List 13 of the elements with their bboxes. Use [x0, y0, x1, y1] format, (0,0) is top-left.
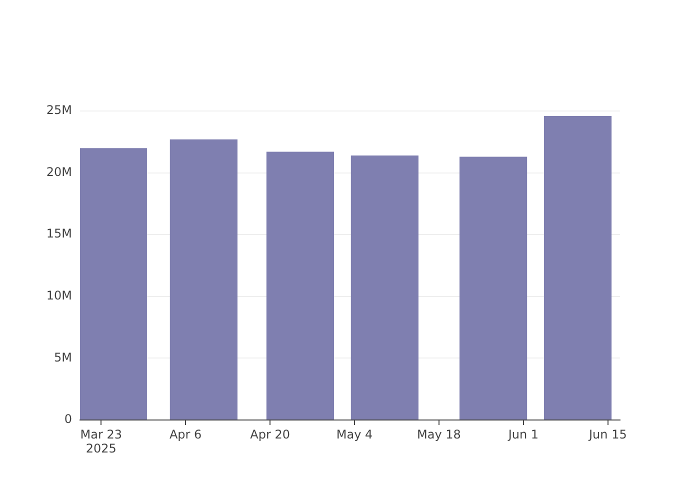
y-tick-label: 20M: [46, 164, 72, 179]
y-tick-label: 15M: [46, 226, 72, 241]
y-tick-label: 10M: [46, 288, 72, 303]
x-tick-label: Jun 15: [588, 427, 627, 442]
x-tick-label: Mar 23 2025: [80, 427, 122, 456]
x-tick-label: Apr 20: [250, 427, 290, 442]
y-tick-label: 5M: [54, 350, 72, 364]
x-tick-label: Apr 6: [169, 427, 202, 442]
y-tick-label: 25M: [46, 103, 72, 118]
x-tick-label: May 18: [417, 427, 461, 442]
x-tick-label: Jun 1: [507, 427, 539, 442]
x-tick-label: May 4: [336, 427, 373, 442]
y-tick-label: 0: [64, 412, 72, 426]
